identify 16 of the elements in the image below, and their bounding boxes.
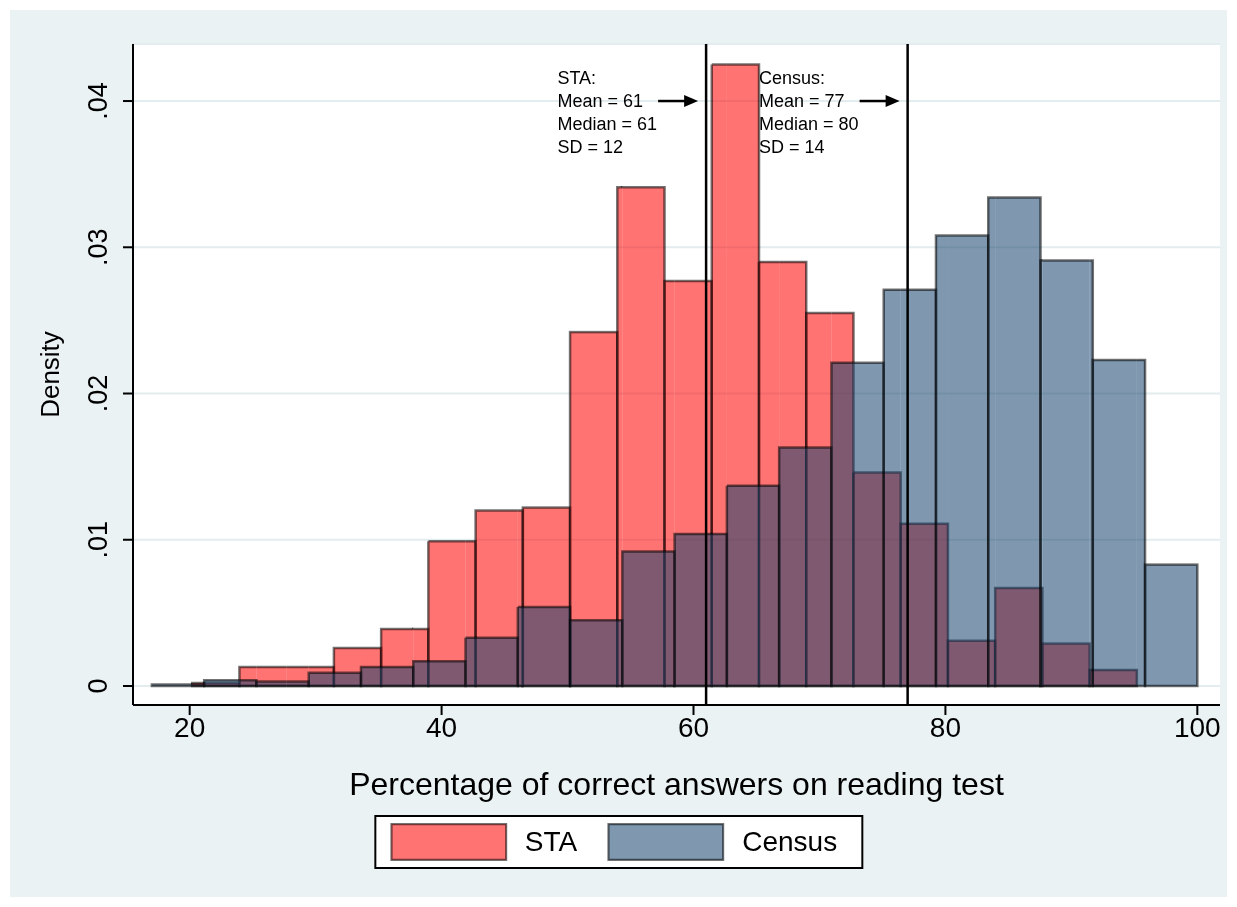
legend-label: Census	[742, 826, 838, 858]
annotation: STA: Mean = 61 Median = 61 SD = 12	[557, 68, 657, 158]
x-tick-label: 40	[426, 711, 458, 743]
y-tick-label: .02	[83, 374, 113, 413]
y-tick-label: 0	[83, 678, 113, 694]
y-tick-label: .03	[83, 228, 113, 267]
x-tick-label: 80	[929, 711, 961, 743]
x-tick-label: 100	[1173, 711, 1221, 743]
x-axis-title: Percentage of correct answers on reading test	[349, 766, 1004, 802]
y-axis-title: Density	[35, 331, 66, 418]
legend-label: STA	[524, 826, 578, 858]
y-tick-label: .04	[83, 82, 113, 120]
annotation: Census: Mean = 77 Median = 80 SD = 14	[758, 68, 859, 158]
y-tick-label: .01	[83, 520, 113, 559]
x-tick-label: 20	[174, 711, 206, 743]
x-tick-label: 60	[677, 711, 710, 743]
